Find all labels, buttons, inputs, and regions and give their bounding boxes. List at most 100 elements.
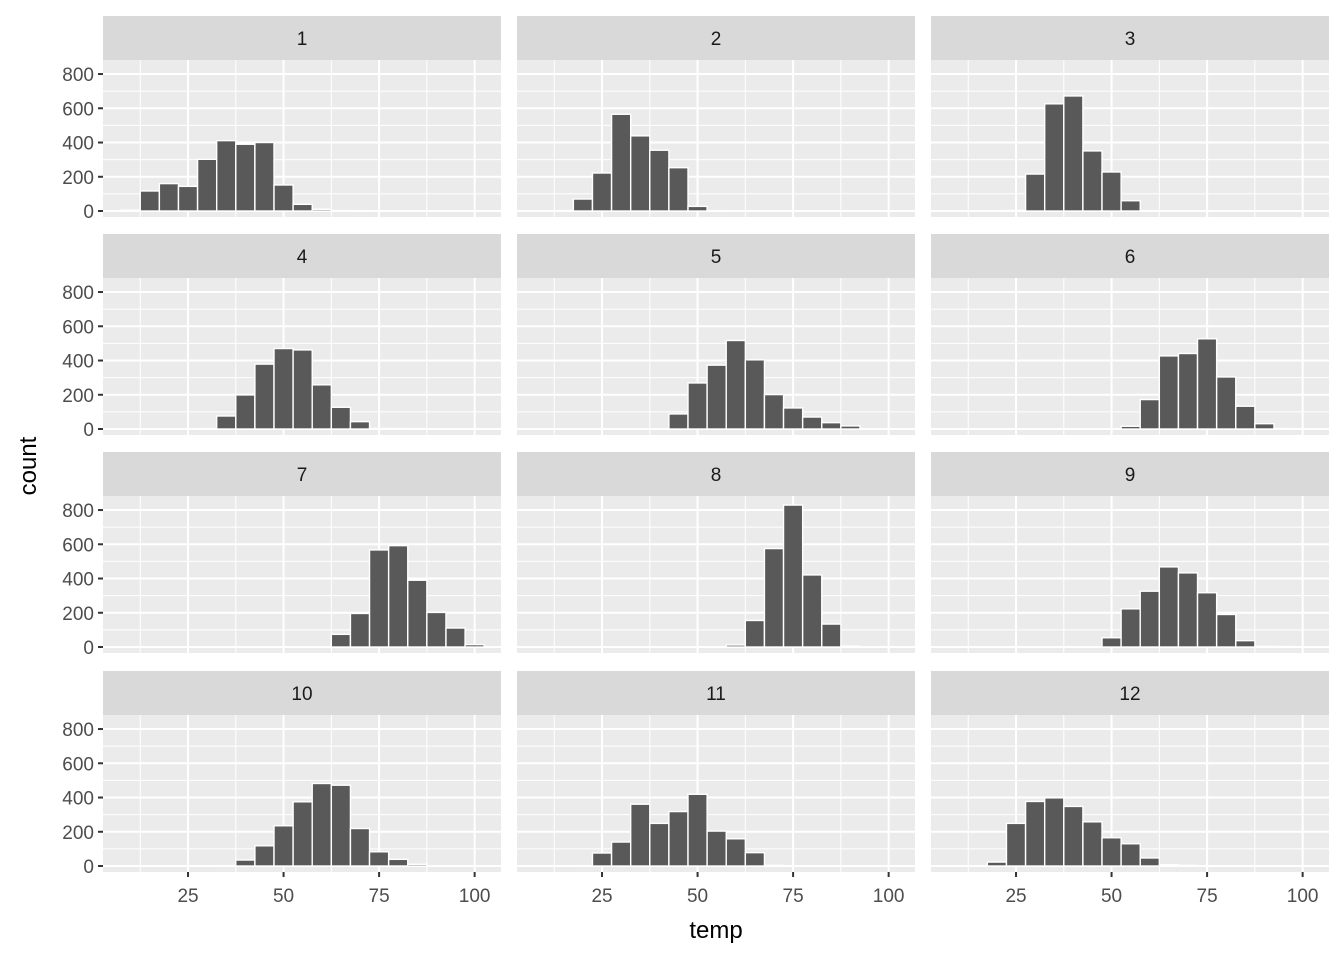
histogram-bar xyxy=(591,852,613,867)
facet-strip-label: 6 xyxy=(1125,247,1136,268)
facet-strip-label: 9 xyxy=(1125,465,1136,486)
histogram-bar xyxy=(1082,821,1103,867)
histogram-bar xyxy=(1120,843,1141,867)
histogram-bar xyxy=(407,427,428,430)
histogram-bar xyxy=(725,644,747,648)
histogram-bar xyxy=(1063,805,1084,867)
histogram-bar xyxy=(254,363,275,430)
histogram-bar xyxy=(801,416,823,430)
histogram-bar xyxy=(1215,376,1237,430)
histogram-bar xyxy=(311,208,333,212)
histogram-bar xyxy=(1215,613,1237,648)
histogram-bar xyxy=(840,425,861,430)
facet-strip xyxy=(931,234,1329,278)
histogram-bar xyxy=(801,574,823,648)
histogram-bar xyxy=(177,185,199,212)
facet-strip-label: 10 xyxy=(291,684,312,705)
histogram-bar xyxy=(1158,355,1180,430)
facet-strip xyxy=(103,16,501,60)
histogram-bar xyxy=(687,793,708,867)
histogram-bar xyxy=(254,845,275,867)
y-tick-label: 800 xyxy=(62,501,94,522)
y-tick-label: 0 xyxy=(83,202,94,223)
facet-strip xyxy=(103,452,501,496)
facet-strip-label: 7 xyxy=(297,465,308,486)
histogram-bar xyxy=(668,166,689,212)
histogram-bar xyxy=(668,810,689,867)
facet-panel xyxy=(517,60,915,217)
histogram-bar xyxy=(629,803,651,867)
y-tick-label: 400 xyxy=(62,134,94,155)
histogram-bar xyxy=(330,406,352,430)
x-tick-label: 75 xyxy=(369,886,390,907)
facet-panel xyxy=(931,278,1329,435)
histogram-bar xyxy=(763,547,785,648)
histogram-bar xyxy=(1005,822,1027,867)
histogram-bar xyxy=(292,349,313,430)
histogram-bar xyxy=(1043,103,1065,212)
histogram-bar xyxy=(725,838,747,867)
y-tick-label: 400 xyxy=(62,570,94,591)
histogram-bar xyxy=(1139,209,1161,212)
histogram-bar xyxy=(1273,427,1294,430)
histogram-bar xyxy=(1120,608,1141,648)
histogram-bar xyxy=(706,830,727,867)
histogram-bar xyxy=(610,113,632,212)
histogram-bar xyxy=(1235,405,1256,430)
histogram-bar xyxy=(196,158,218,212)
histogram-bar xyxy=(292,801,313,867)
histogram-bar xyxy=(1196,592,1218,648)
histogram-bar xyxy=(1254,645,1275,648)
histogram-bar xyxy=(1273,645,1294,648)
histogram-bar xyxy=(254,141,275,212)
histogram-bar xyxy=(349,209,371,212)
x-axis-title: temp xyxy=(689,917,742,944)
facet-strip-label: 12 xyxy=(1119,684,1140,705)
x-tick-label: 100 xyxy=(459,886,491,907)
histogram-bar xyxy=(215,139,237,212)
facet-strip-label: 11 xyxy=(706,684,726,705)
y-tick-label: 200 xyxy=(62,386,94,407)
histogram-bar xyxy=(744,619,766,648)
histogram-bar xyxy=(629,135,651,212)
histogram-bar xyxy=(782,504,804,648)
histogram-bar xyxy=(1139,857,1161,867)
facet-strip xyxy=(931,671,1329,715)
histogram-bar xyxy=(235,859,256,867)
x-tick-label: 50 xyxy=(1101,886,1122,907)
y-tick-label: 0 xyxy=(83,420,94,441)
y-tick-label: 600 xyxy=(62,99,94,120)
y-tick-label: 400 xyxy=(62,352,94,373)
facet-strip-label: 8 xyxy=(711,465,722,486)
histogram-bar xyxy=(1120,200,1141,212)
histogram-bar xyxy=(426,611,447,648)
x-tick-label: 25 xyxy=(1005,886,1026,907)
histogram-bar xyxy=(273,347,294,430)
y-tick-label: 600 xyxy=(62,535,94,556)
histogram-bar xyxy=(1043,797,1065,867)
histogram-bar xyxy=(687,205,708,212)
x-tick-label: 25 xyxy=(177,886,198,907)
facet-strip xyxy=(931,16,1329,60)
histogram-bar xyxy=(649,822,670,867)
histogram-bar xyxy=(215,415,237,430)
histogram-bar xyxy=(706,209,727,212)
facet-strip xyxy=(103,671,501,715)
x-tick-label: 75 xyxy=(1197,886,1218,907)
y-tick-label: 800 xyxy=(62,65,94,86)
histogram-bar xyxy=(330,209,352,212)
histogram-bar xyxy=(706,364,727,430)
histogram-bar xyxy=(407,863,428,867)
histogram-bar xyxy=(311,384,333,430)
histogram-bar xyxy=(572,198,594,212)
histogram-bar xyxy=(330,784,352,867)
facet-strip xyxy=(931,452,1329,496)
facet-strip xyxy=(517,452,915,496)
histogram-bar xyxy=(387,427,409,430)
histogram-bar xyxy=(1120,425,1141,430)
histogram-bar xyxy=(687,382,708,430)
facet-strip xyxy=(517,671,915,715)
histogram-bar xyxy=(782,407,804,430)
facet-strip-label: 1 xyxy=(297,29,308,50)
